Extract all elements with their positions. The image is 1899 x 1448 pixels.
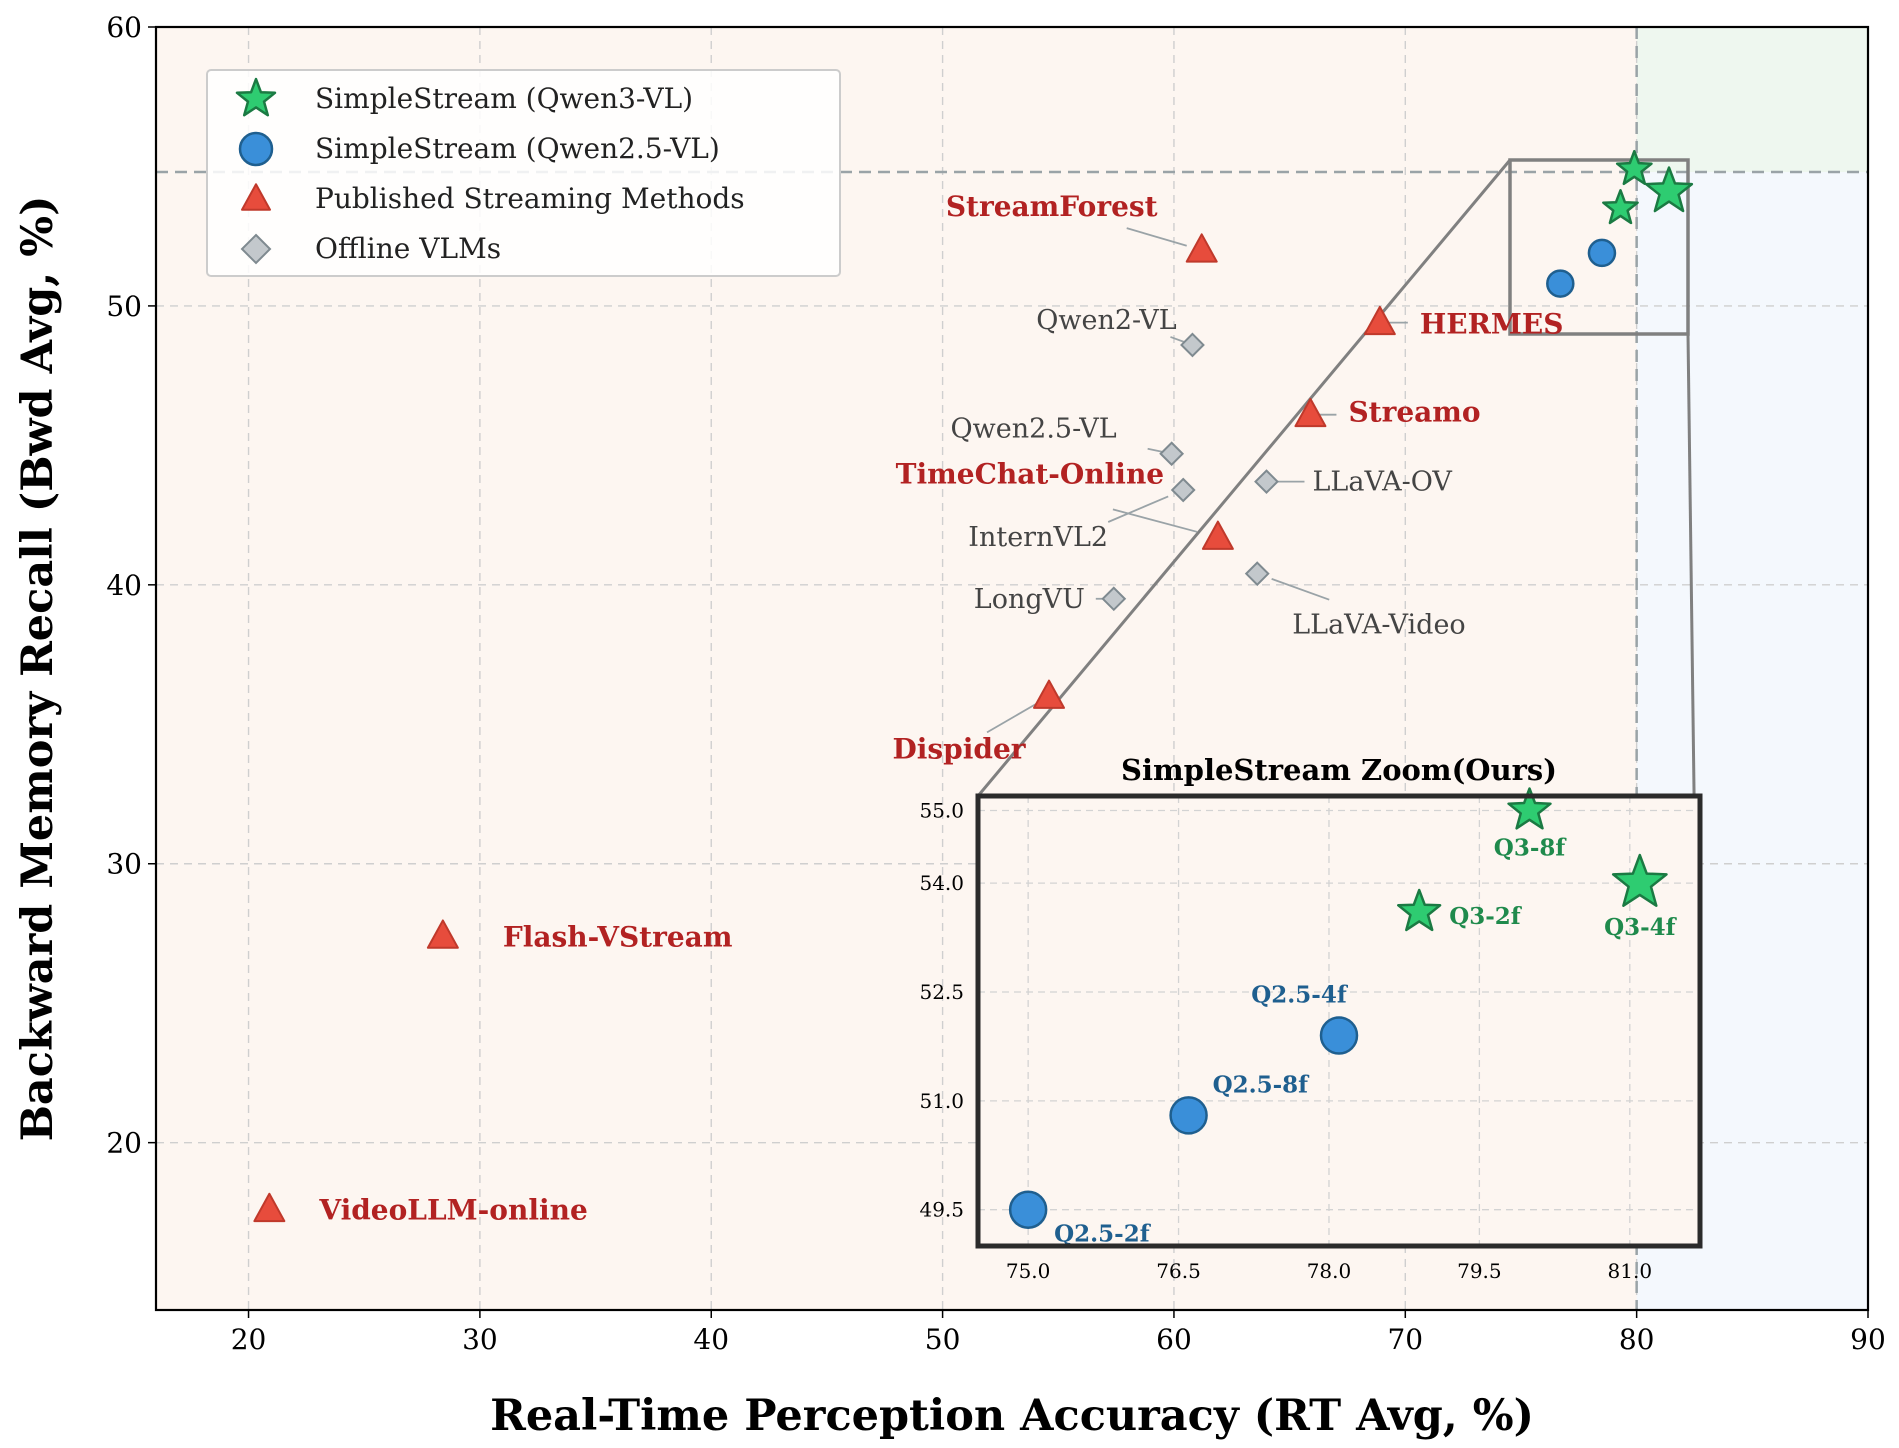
x-tick-label: 40 <box>693 1323 729 1356</box>
qwen3-point <box>1644 166 1694 213</box>
legend-label: Offline VLMs <box>315 232 501 265</box>
published-point <box>1201 520 1234 550</box>
y-tick-label: 20 <box>106 1127 142 1160</box>
x-tick-label: 30 <box>462 1323 498 1356</box>
offline-point <box>1101 586 1127 612</box>
region-top-right <box>1636 27 1868 173</box>
offline-point <box>1159 441 1185 467</box>
plot-frame <box>154 25 1870 1312</box>
y-tick-label: 30 <box>106 848 142 881</box>
offline-point <box>1180 332 1205 358</box>
zoom-region-box <box>1508 158 1690 336</box>
point-label: StreamForest <box>946 190 1158 223</box>
inset-point-label: Q3-2f <box>1449 903 1523 930</box>
qwen3-point <box>1602 189 1639 225</box>
x-tick-label: 60 <box>1156 1323 1192 1356</box>
point-label: Flash-VStream <box>503 920 733 953</box>
leader-line <box>1107 495 1169 523</box>
inset-x-tick-label: 76.5 <box>1156 1259 1201 1283</box>
inset-point-label: Q3-8f <box>1494 835 1568 862</box>
point-label: HERMES <box>1420 308 1564 341</box>
x-tick-label: 90 <box>1850 1323 1886 1356</box>
inset-y-tick-label: 52.5 <box>919 980 964 1004</box>
inset-title: SimpleStream Zoom(Ours) <box>1121 753 1557 787</box>
point-label: Qwen2-VL <box>1036 305 1176 336</box>
inset-qwen3-point <box>1611 853 1668 907</box>
inset-qwen3-point <box>1507 787 1552 830</box>
published-point <box>1185 233 1218 263</box>
qwen3-point <box>1615 149 1653 186</box>
y-tick-label: 50 <box>106 290 142 323</box>
published-point <box>426 919 459 949</box>
point-label: Qwen2.5-VL <box>951 414 1117 445</box>
inset-point-label: Q3-4f <box>1604 914 1678 941</box>
inset-qwen3-point <box>1397 888 1442 932</box>
y-axis-label: Backward Memory Recall (Bwd Avg, %) <box>13 196 63 1142</box>
inset-y-tick-label: 49.5 <box>919 1198 964 1222</box>
offline-point <box>1170 477 1196 503</box>
point-label: VideoLLM-online <box>318 1194 587 1227</box>
legend-box <box>206 69 841 277</box>
point-label: Streamo <box>1348 396 1480 429</box>
legend-marker-star <box>235 77 277 117</box>
zoom-connector-left <box>976 159 1512 797</box>
published-point <box>1033 679 1066 709</box>
published-point <box>1363 305 1396 336</box>
inset-x-tick-label: 79.5 <box>1457 1259 1502 1283</box>
published-point <box>253 1192 286 1223</box>
published-point <box>1294 397 1327 428</box>
x-tick-label: 70 <box>1387 1323 1423 1356</box>
inset-x-tick-label: 78.0 <box>1307 1259 1352 1283</box>
legend-marker-diamond <box>240 233 272 265</box>
inset-qwen25-point <box>1169 1096 1208 1135</box>
x-axis-label: Real-Time Perception Accuracy (RT Avg, %… <box>490 1391 1534 1441</box>
inset-point-label: Q2.5-8f <box>1213 1071 1311 1098</box>
point-label: InternVL2 <box>968 522 1108 553</box>
inset-frame <box>975 793 1703 1249</box>
inset-y-tick-label: 55.0 <box>919 799 964 823</box>
inset-x-tick-label: 75.0 <box>1006 1259 1051 1283</box>
point-label: LLaVA-OV <box>1312 467 1452 498</box>
legend-marker-triangle <box>241 183 271 211</box>
legend-label: Published Streaming Methods <box>315 182 745 215</box>
point-label: LongVU <box>974 584 1085 615</box>
y-tick-label: 40 <box>106 569 142 602</box>
offline-point <box>1244 561 1270 587</box>
inset-x-tick-label: 81.0 <box>1608 1259 1653 1283</box>
inset-qwen25-point <box>1008 1190 1048 1229</box>
x-tick-label: 50 <box>925 1323 961 1356</box>
legend-label: SimpleStream (Qwen2.5-VL) <box>315 132 720 165</box>
offline-point <box>1254 469 1279 495</box>
point-label: LLaVA-Video <box>1292 610 1465 641</box>
inset-qwen25-point <box>1319 1016 1359 1055</box>
point-label: Dispider <box>892 732 1026 765</box>
x-tick-label: 80 <box>1619 1323 1655 1356</box>
legend-label: SimpleStream (Qwen3-VL) <box>315 82 693 115</box>
inset-y-tick-label: 51.0 <box>919 1089 964 1113</box>
point-label: TimeChat-Online <box>896 457 1164 490</box>
qwen25-point <box>1546 269 1575 298</box>
legend-marker-circle <box>238 131 274 167</box>
qwen25-point <box>1587 238 1617 268</box>
y-tick-label: 60 <box>106 11 142 44</box>
inset-y-tick-label: 54.0 <box>919 871 964 895</box>
x-tick-label: 20 <box>231 1323 267 1356</box>
leader-line <box>1126 227 1187 247</box>
leader-line <box>986 702 1038 734</box>
leader-line <box>1271 578 1330 601</box>
inset-point-label: Q2.5-4f <box>1251 982 1349 1009</box>
inset-point-label: Q2.5-2f <box>1054 1221 1152 1248</box>
